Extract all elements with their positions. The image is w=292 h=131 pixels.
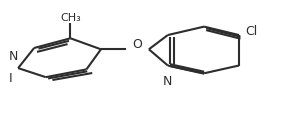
Text: N: N [9, 50, 18, 63]
Text: O: O [132, 38, 142, 51]
Text: CH₃: CH₃ [60, 13, 81, 23]
Text: N: N [163, 75, 173, 88]
Text: Cl: Cl [245, 25, 257, 38]
Text: I: I [9, 72, 12, 85]
